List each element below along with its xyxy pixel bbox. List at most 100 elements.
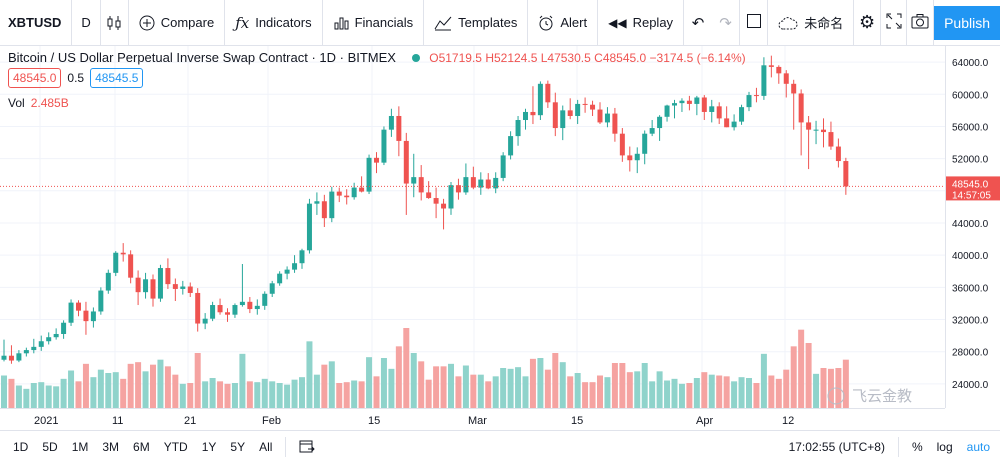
candle-body: [120, 252, 126, 255]
candle-body: [195, 292, 201, 324]
volume-bar: [105, 373, 112, 408]
volume-bar: [418, 361, 425, 408]
candle-body: [470, 177, 476, 188]
candle-body: [627, 155, 633, 161]
candle-body: [262, 293, 268, 306]
candle-body: [113, 252, 119, 273]
buy-sell-panel: 48545.0 0.5 48545.5: [8, 68, 144, 88]
auto-scale-toggle[interactable]: auto: [966, 440, 990, 454]
fullscreen-button[interactable]: [881, 0, 908, 46]
range-button-1d[interactable]: 1D: [13, 440, 29, 454]
volume-bar: [313, 374, 320, 408]
volume-bar: [775, 378, 782, 408]
candle-body: [843, 161, 849, 187]
volume-bar: [641, 363, 648, 408]
candle-body: [478, 179, 484, 188]
candle-body: [523, 111, 528, 121]
range-button-1y[interactable]: 1Y: [201, 440, 217, 454]
volume-bar: [45, 385, 52, 408]
candle-body: [232, 305, 238, 315]
candle-body: [768, 65, 774, 67]
volume-bar: [306, 341, 313, 408]
sell-price-button[interactable]: 48545.0: [8, 68, 62, 88]
range-button-5d[interactable]: 5D: [42, 440, 58, 454]
range-button-ytd[interactable]: YTD: [163, 440, 188, 454]
candle-body: [433, 198, 439, 204]
compare-button[interactable]: Compare: [129, 0, 226, 46]
volume-bar: [366, 357, 373, 408]
volume-bar: [209, 378, 216, 408]
volume-bar: [746, 378, 752, 408]
fullscreen-layout-button[interactable]: [740, 0, 769, 46]
interval-label: D: [81, 15, 91, 30]
alert-button[interactable]: Alert: [528, 0, 599, 46]
publish-button[interactable]: Publish: [934, 5, 1000, 40]
volume-bar: [611, 363, 618, 408]
financials-button[interactable]: Financials: [323, 0, 425, 46]
indicators-button[interactable]: ƒx Indicators: [225, 0, 323, 46]
volume-bar: [485, 381, 492, 408]
candle-body: [694, 97, 700, 104]
chart-pane[interactable]: 飞云金教: [0, 46, 945, 408]
alarm-clock-icon: [538, 15, 554, 31]
layout-save-button[interactable]: 未命名: [768, 0, 855, 46]
candle-body: [76, 302, 81, 311]
candle-body: [485, 179, 491, 189]
undo-button[interactable]: ↶: [684, 0, 712, 46]
volume-bar: [187, 383, 194, 408]
percent-scale-toggle[interactable]: %: [911, 440, 923, 454]
last-price-label: 48545.0: [952, 179, 989, 190]
replay-button[interactable]: ◀◀ Replay: [598, 0, 685, 46]
candle-body: [8, 355, 14, 361]
volume-bar: [90, 377, 97, 408]
time-axis[interactable]: 2021 11 21 Feb 15 Mar 15 Apr 12: [0, 408, 945, 430]
candle-body: [388, 115, 394, 130]
candlestick-chart[interactable]: 飞云金教: [0, 46, 945, 408]
candle-body: [448, 185, 454, 209]
volume-bar: [388, 368, 395, 408]
volume-bar: [373, 376, 380, 408]
goto-date-button[interactable]: [292, 439, 322, 456]
candle-body: [731, 121, 737, 128]
candle-body: [515, 120, 521, 137]
calendar-goto-icon: [299, 440, 316, 456]
volume-bar: [172, 374, 179, 408]
snapshot-button[interactable]: [907, 0, 935, 46]
templates-button[interactable]: Templates: [424, 0, 529, 46]
chart-type-button[interactable]: [101, 0, 129, 46]
volume-bar: [790, 346, 797, 408]
candle-body: [314, 201, 320, 204]
date-range-buttons: 1D 5D 1M 3M 6M YTD 1Y 5Y All: [0, 440, 279, 454]
plus-circle-icon: [139, 15, 155, 31]
range-button-5y[interactable]: 5Y: [230, 440, 246, 454]
symbol-description: Bitcoin / US Dollar Perpetual Inverse Sw…: [8, 50, 396, 65]
range-button-all[interactable]: All: [259, 440, 273, 454]
volume-bar: [529, 358, 536, 408]
candle-body: [299, 250, 305, 264]
candle-body: [426, 192, 432, 199]
settings-button[interactable]: ⚙: [854, 0, 881, 46]
range-button-3m[interactable]: 3M: [102, 440, 120, 454]
candle-body: [619, 133, 625, 156]
candle-body: [672, 103, 677, 106]
redo-button[interactable]: ↷: [712, 0, 741, 46]
candle-body: [180, 286, 186, 289]
volume-bar: [60, 378, 67, 408]
range-button-6m[interactable]: 6M: [133, 440, 150, 454]
volume-bar: [768, 375, 775, 408]
clock-timezone[interactable]: 17:02:55 (UTC+8): [788, 440, 885, 454]
price-axis[interactable]: 64000.0 60000.0 56000.0 52000.0 44000.0 40000…: [945, 46, 1000, 408]
candle-body: [239, 301, 245, 306]
log-scale-toggle[interactable]: log: [936, 440, 953, 454]
bar-chart-icon: [333, 15, 349, 31]
candle-body: [38, 341, 44, 347]
compare-label: Compare: [160, 15, 215, 30]
candle-body: [396, 115, 402, 141]
range-button-1m[interactable]: 1M: [71, 440, 89, 454]
buy-price-button[interactable]: 48545.5: [90, 68, 144, 88]
candle-body: [835, 146, 841, 162]
price-tick-label: 56000.0: [952, 122, 989, 133]
candle-body: [604, 113, 610, 123]
symbol-search-button[interactable]: XBTUSD: [0, 0, 73, 46]
interval-button[interactable]: D: [72, 0, 101, 46]
